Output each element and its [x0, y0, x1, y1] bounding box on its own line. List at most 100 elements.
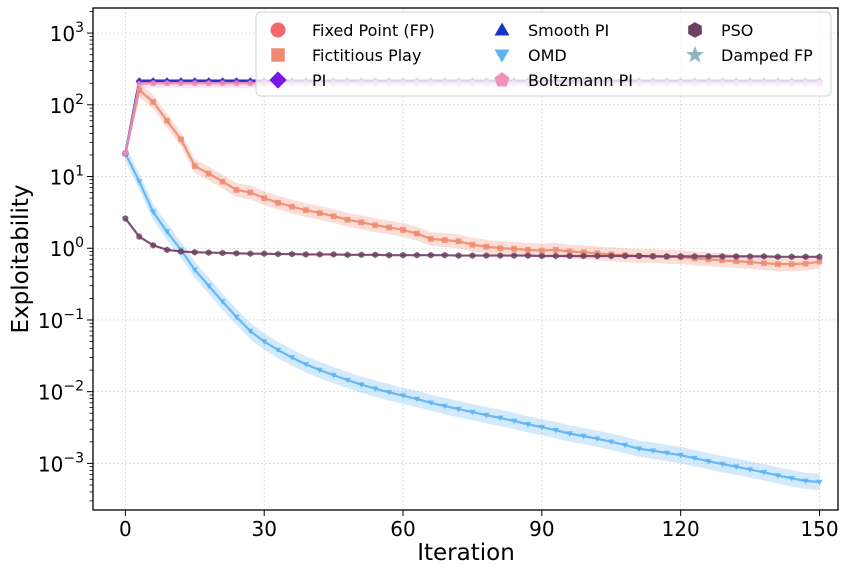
marker-omd	[649, 448, 657, 454]
marker-omd	[399, 393, 407, 399]
marker-fictitious-play	[483, 243, 490, 250]
marker-omd	[816, 479, 823, 486]
marker-boltzmann-pi	[122, 150, 129, 157]
marker-pso	[358, 251, 365, 259]
marker-pso	[164, 246, 170, 254]
marker-omd	[385, 389, 393, 396]
marker-pso	[636, 252, 642, 260]
legend-label-pso: PSO	[721, 21, 753, 40]
marker-omd	[219, 299, 226, 305]
marker-boltzmann-pi	[149, 79, 157, 86]
marker-fictitious-play	[275, 199, 281, 206]
marker-pso	[511, 252, 517, 259]
marker-pso	[219, 249, 226, 257]
marker-pso	[275, 250, 281, 258]
marker-omd	[635, 446, 643, 452]
marker-pso	[344, 251, 351, 259]
x-axis-title: Iteration	[417, 540, 515, 566]
marker-fictitious-play	[525, 246, 531, 253]
marker-fictitious-play	[816, 258, 823, 265]
marker-fictitious-play	[289, 203, 295, 210]
marker-fictitious-play	[733, 258, 740, 265]
marker-pso	[414, 251, 420, 259]
legend-box	[255, 11, 832, 97]
marker-omd	[149, 209, 157, 216]
marker-omd	[288, 355, 296, 361]
marker-pso	[205, 249, 212, 256]
x-tick-label: 150	[800, 517, 838, 541]
y-axis-title: Exploitability	[8, 184, 34, 333]
marker-pso	[816, 253, 823, 261]
marker-fictitious-play	[802, 260, 809, 267]
marker-fictitious-play	[441, 237, 448, 243]
marker-boltzmann-pi	[205, 79, 212, 86]
marker-pso	[386, 251, 393, 259]
marker-omd	[372, 386, 379, 392]
marker-omd	[441, 403, 448, 410]
marker-fictitious-play	[344, 216, 351, 223]
marker-omd	[330, 372, 337, 379]
marker-fictitious-play	[761, 260, 767, 267]
marker-omd	[760, 470, 768, 476]
legend-marker-pi	[269, 71, 287, 89]
y-tick-label: 10−2	[38, 379, 84, 405]
x-tick-label: 30	[251, 517, 276, 541]
marker-boltzmann-pi	[219, 79, 226, 86]
legend-marker-smooth-pi	[494, 22, 510, 36]
grid-lines	[93, 8, 838, 510]
marker-pso	[747, 253, 753, 260]
marker-pso	[580, 252, 587, 260]
marker-boltzmann-pi	[163, 79, 171, 86]
marker-boltzmann-pi	[233, 79, 240, 86]
marker-fictitious-play	[191, 163, 198, 169]
y-tick-label: 101	[50, 164, 84, 190]
legend-label-smooth-pi: Smooth PI	[528, 21, 609, 40]
legend-label-boltzmann-pi: Boltzmann PI	[528, 71, 633, 90]
y-tick-label: 100	[50, 235, 84, 261]
marker-fictitious-play	[261, 195, 268, 201]
marker-omd	[705, 458, 712, 465]
marker-pso	[372, 251, 379, 259]
marker-pso	[538, 252, 545, 260]
marker-pso	[677, 253, 684, 260]
marker-pso	[302, 251, 309, 258]
marker-omd	[261, 339, 268, 345]
marker-pso	[191, 248, 198, 256]
marker-pso	[705, 253, 712, 260]
marker-pso	[802, 253, 809, 261]
legend-marker-omd	[494, 49, 510, 63]
marker-fictitious-play	[774, 261, 781, 268]
legend: Fixed Point (FP) Fictitious Play PI Smooth …	[255, 11, 832, 97]
x-tick-label: 60	[390, 517, 415, 541]
marker-omd	[469, 409, 476, 416]
marker-fictitious-play	[747, 259, 753, 266]
marker-pso	[650, 253, 656, 260]
marker-fictitious-play	[302, 207, 309, 214]
line-omd	[124, 152, 820, 484]
marker-fictitious-play	[400, 227, 406, 233]
marker-pso	[774, 253, 781, 261]
marker-fictitious-play	[538, 247, 545, 254]
marker-omd	[580, 433, 587, 440]
marker-fictitious-play	[330, 213, 337, 220]
marker-omd	[552, 427, 559, 434]
marker-pso	[691, 253, 698, 260]
marker-fictitious-play	[164, 117, 170, 124]
marker-omd	[136, 179, 143, 185]
marker-boltzmann-pi	[247, 79, 254, 86]
marker-boltzmann-pi	[177, 79, 185, 86]
marker-omd	[594, 436, 601, 443]
marker-omd	[274, 347, 282, 354]
marker-pso	[733, 253, 740, 260]
marker-pso	[552, 252, 559, 260]
marker-omd	[774, 473, 782, 479]
marker-fictitious-play	[372, 222, 379, 229]
series-markers	[121, 77, 824, 486]
marker-omd	[524, 422, 532, 428]
marker-pso	[136, 233, 143, 241]
marker-pso	[788, 253, 795, 261]
legend-marker-fictitious-play	[271, 48, 285, 62]
marker-pso	[400, 251, 406, 259]
marker-fictitious-play	[205, 170, 212, 177]
marker-fictitious-play	[566, 248, 573, 255]
